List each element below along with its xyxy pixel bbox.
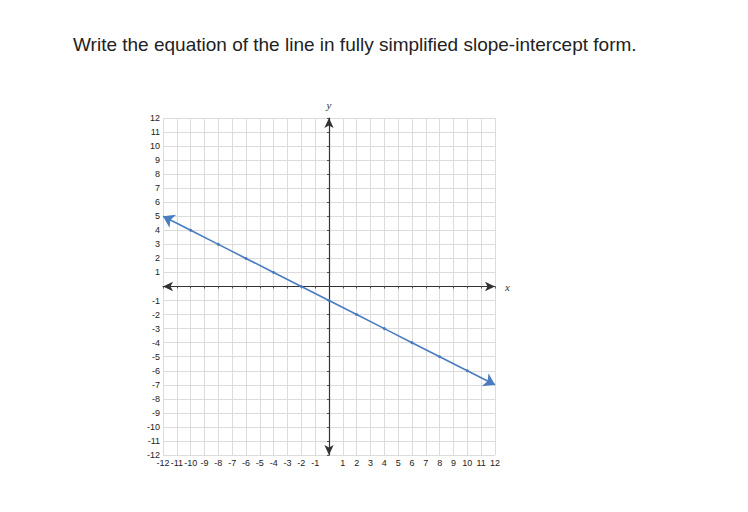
svg-text:-12: -12 [147,450,160,460]
svg-text:-6: -6 [152,366,160,376]
svg-text:-2: -2 [152,310,160,320]
svg-text:4: 4 [382,458,387,468]
svg-text:2: 2 [155,253,160,263]
svg-text:-9: -9 [200,458,208,468]
svg-text:5: 5 [155,211,160,221]
svg-text:7: 7 [423,458,428,468]
svg-text:9: 9 [155,155,160,165]
svg-text:-4: -4 [152,338,160,348]
svg-text:-3: -3 [152,324,160,334]
svg-text:3: 3 [155,239,160,249]
svg-text:11: 11 [476,458,485,468]
svg-text:2: 2 [354,458,359,468]
svg-text:12: 12 [490,458,500,468]
svg-text:1: 1 [340,458,345,468]
svg-text:-8: -8 [152,394,160,404]
svg-text:-9: -9 [152,408,160,418]
svg-text:-1: -1 [311,458,319,468]
svg-text:4: 4 [155,225,160,235]
svg-text:6: 6 [155,197,160,207]
svg-text:Write the equation of the line: Write the equation of the line in fully … [73,34,637,55]
svg-text:y: y [326,99,332,111]
svg-text:-12: -12 [156,458,169,468]
svg-text:-6: -6 [242,458,250,468]
svg-text:3: 3 [368,458,373,468]
svg-text:-10: -10 [184,458,197,468]
svg-text:-5: -5 [152,352,160,362]
svg-text:-2: -2 [297,458,305,468]
svg-text:-5: -5 [256,458,264,468]
svg-text:6: 6 [409,458,414,468]
svg-text:-11: -11 [171,458,183,468]
svg-text:-3: -3 [283,458,291,468]
svg-text:-11: -11 [148,436,160,446]
svg-text:-10: -10 [147,422,160,432]
svg-text:10: 10 [462,458,472,468]
svg-text:12: 12 [150,113,160,123]
svg-text:x: x [504,281,510,293]
svg-text:11: 11 [151,127,160,137]
svg-text:5: 5 [396,458,401,468]
svg-text:7: 7 [155,183,160,193]
svg-text:-7: -7 [228,458,236,468]
svg-text:-4: -4 [270,458,278,468]
svg-text:-1: -1 [152,296,160,306]
svg-text:8: 8 [155,169,160,179]
svg-text:-8: -8 [214,458,222,468]
svg-text:9: 9 [451,458,456,468]
svg-text:10: 10 [150,141,160,151]
svg-text:1: 1 [155,267,160,277]
svg-text:-7: -7 [152,380,160,390]
svg-text:8: 8 [437,458,442,468]
